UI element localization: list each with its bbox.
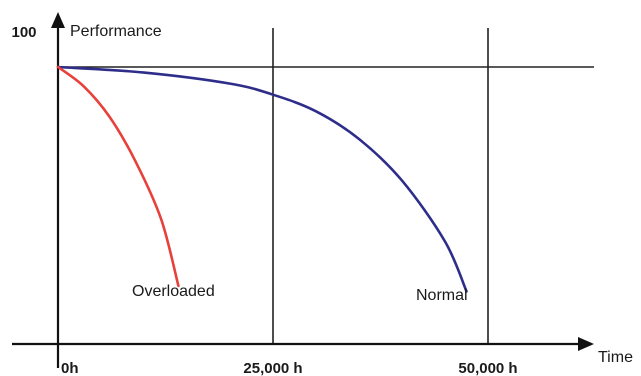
series-lines xyxy=(56,65,468,293)
axes xyxy=(12,12,594,368)
y-axis-arrow xyxy=(51,12,65,28)
x-tick-labels: 0h 25,000 h 50,000 h xyxy=(61,360,518,376)
series-line-overloaded xyxy=(56,65,180,288)
grid-lines xyxy=(58,28,594,344)
series-label-normal: Normal xyxy=(416,287,468,304)
y-axis-title: Performance xyxy=(70,23,162,40)
x-tick-label: 50,000 h xyxy=(458,360,517,376)
y-max-label: 100 xyxy=(11,24,36,41)
x-axis-title: Time xyxy=(598,349,633,366)
x-axis-arrow xyxy=(578,337,594,351)
series-label-overloaded: Overloaded xyxy=(132,283,215,300)
x-tick-label: 0h xyxy=(61,360,79,376)
x-tick-label: 25,000 h xyxy=(243,360,302,376)
series-line-normal xyxy=(56,65,468,293)
